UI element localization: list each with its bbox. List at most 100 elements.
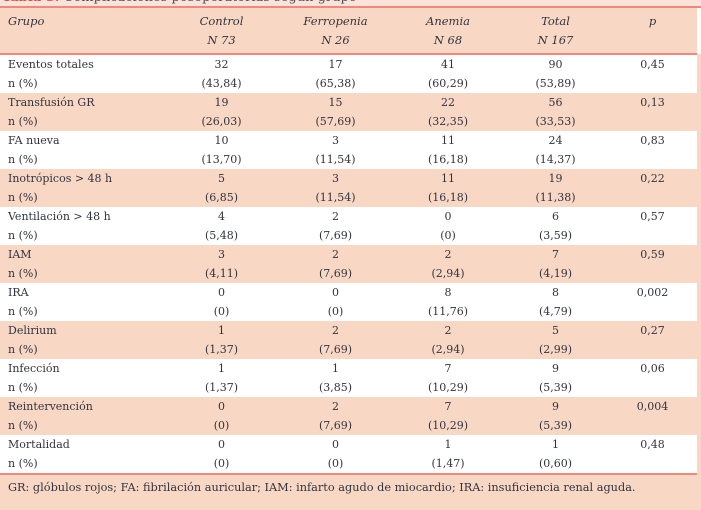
- value-cell: 32: [214, 58, 229, 71]
- value-cell: 2: [332, 210, 339, 223]
- value-cell: 9: [552, 362, 559, 375]
- pct-value-cell: (3,59): [538, 229, 573, 242]
- pct-value-cell: (3,85): [318, 381, 353, 394]
- pct-row: n (%) (26,03) (57,69) (32,35) (33,53): [0, 112, 697, 131]
- column-label: Grupo: [8, 14, 45, 28]
- value-cell: 8: [552, 286, 559, 299]
- pct-label-cell: n (%): [8, 153, 38, 166]
- column-header-ferropenia: Ferropenia N 26: [278, 8, 393, 55]
- value-cell: 41: [441, 58, 455, 71]
- value-cell: 4: [218, 210, 225, 223]
- pct-label-cell: n (%): [8, 305, 38, 318]
- event-label-cell: FA nueva: [8, 134, 60, 147]
- pct-value-cell: (6,85): [165, 188, 278, 207]
- p-value-cell: 0,45: [640, 58, 665, 71]
- pct-value-cell: (13,70): [201, 153, 242, 166]
- pct-value-cell: (7,69): [318, 229, 353, 242]
- p-value-cell: 0,06: [640, 362, 665, 375]
- column-header-p: p: [608, 8, 697, 55]
- table-body: Eventos totales 32 17 41 90 0,45 n (%) (43,84)(…: [0, 54, 697, 473]
- table-title-text: Tabla 3. Complicaciones posoperatorias s…: [0, 0, 701, 5]
- pct-label-cell: n (%): [8, 77, 38, 90]
- pct-value-cell: (16,18): [393, 188, 503, 207]
- pct-value-cell: (0): [165, 416, 278, 435]
- pct-value-cell: (0): [440, 229, 456, 242]
- pct-value-cell: (5,48): [204, 229, 239, 242]
- value-cell: 24: [548, 134, 563, 147]
- value-cell: 7: [393, 397, 503, 416]
- value-cell: 15: [278, 93, 393, 112]
- event-row: Ventilación > 48 h 4 2 0 6 0,57: [0, 207, 697, 226]
- value-cell: 3: [278, 169, 393, 188]
- column-n-count: N 73: [207, 33, 236, 47]
- pct-value-cell: (0): [327, 305, 344, 318]
- pct-value-cell: (4,19): [503, 264, 608, 283]
- value-cell: 0: [444, 210, 452, 223]
- pct-value-cell: (53,89): [535, 77, 576, 90]
- pct-value-cell: (1,47): [431, 457, 465, 470]
- p-value-cell: 0,59: [608, 245, 697, 264]
- column-n-count: [8, 31, 165, 50]
- p-value-cell: 0,13: [608, 93, 697, 112]
- event-label-cell: IRA: [8, 286, 29, 299]
- value-cell: 0: [165, 397, 278, 416]
- pct-value-cell: (0,60): [538, 457, 573, 470]
- value-cell: 2: [393, 321, 503, 340]
- value-cell: 0: [218, 438, 225, 451]
- top-rule: [0, 6, 701, 8]
- value-cell: 0: [218, 286, 225, 299]
- table-title-clipped: Tabla 3. Complicaciones posoperatorias s…: [0, 0, 701, 6]
- event-row: Transfusión GR 19 15 22 56 0,13: [0, 93, 697, 112]
- value-cell: 2: [278, 245, 393, 264]
- column-header-grupo: Grupo: [0, 8, 165, 55]
- value-cell: 1: [165, 321, 278, 340]
- p-value-cell: 0,004: [608, 397, 697, 416]
- value-cell: 17: [328, 58, 343, 71]
- event-label-cell: Infección: [8, 362, 60, 375]
- value-cell: 1: [218, 362, 225, 375]
- complications-table: Grupo Control N 73 Ferropenia N 26 Anemia N 68…: [0, 8, 697, 473]
- event-row: IAM 3 2 2 7 0,59: [0, 245, 697, 264]
- value-cell: 3: [332, 134, 339, 147]
- value-cell: 11: [441, 134, 455, 147]
- table-title-rest: Complicaciones posoperatorias según grup…: [59, 0, 357, 5]
- event-label-cell: Reintervención: [0, 397, 165, 416]
- pct-value-cell: (2,94): [393, 264, 503, 283]
- p-value-cell: 0,83: [640, 134, 665, 147]
- pct-row: n (%) (5,48) (7,69) (0) (3,59): [0, 226, 697, 245]
- pct-value-cell: (11,38): [503, 188, 608, 207]
- pct-label-cell: n (%): [0, 340, 165, 359]
- value-cell: 5: [165, 169, 278, 188]
- column-n-count: [608, 31, 697, 50]
- value-cell: 8: [444, 286, 452, 299]
- value-cell: 3: [165, 245, 278, 264]
- empty-p-cell: [608, 264, 697, 283]
- event-label-cell: IAM: [0, 245, 165, 264]
- value-cell: 19: [165, 93, 278, 112]
- pct-value-cell: (0): [213, 305, 230, 318]
- pct-value-cell: (4,79): [538, 305, 573, 318]
- pct-value-cell: (11,54): [278, 188, 393, 207]
- pct-value-cell: (10,29): [427, 381, 469, 394]
- header-row: Grupo Control N 73 Ferropenia N 26 Anemia N 68…: [0, 8, 697, 55]
- value-cell: 90: [548, 58, 563, 71]
- value-cell: 6: [552, 210, 559, 223]
- pct-value-cell: (5,39): [503, 416, 608, 435]
- table-footnote: GR: glóbulos rojos; FA: fibrilación auri…: [0, 475, 701, 510]
- empty-p-cell: [608, 74, 697, 93]
- event-row: Mortalidad 0 0 1 1 0,48: [0, 435, 697, 454]
- column-label: p: [648, 14, 657, 28]
- event-label-cell: Mortalidad: [8, 438, 70, 451]
- event-row: Inotrópicos > 48 h 5 3 11 19 0,22: [0, 169, 697, 188]
- value-cell: 9: [503, 397, 608, 416]
- pct-value-cell: (16,18): [427, 153, 469, 166]
- pct-value-cell: (1,37): [204, 381, 239, 394]
- pct-value-cell: (32,35): [393, 112, 503, 131]
- event-row: Infección 1 1 7 9 0,06: [0, 359, 697, 378]
- column-n-count: N 167: [537, 33, 574, 47]
- pct-row: n (%) (0) (0) (11,76) (4,79): [0, 302, 697, 321]
- pct-value-cell: (7,69): [278, 416, 393, 435]
- pct-row: n (%) (13,70) (11,54) (16,18) (14,37): [0, 150, 697, 169]
- pct-value-cell: (14,37): [535, 153, 576, 166]
